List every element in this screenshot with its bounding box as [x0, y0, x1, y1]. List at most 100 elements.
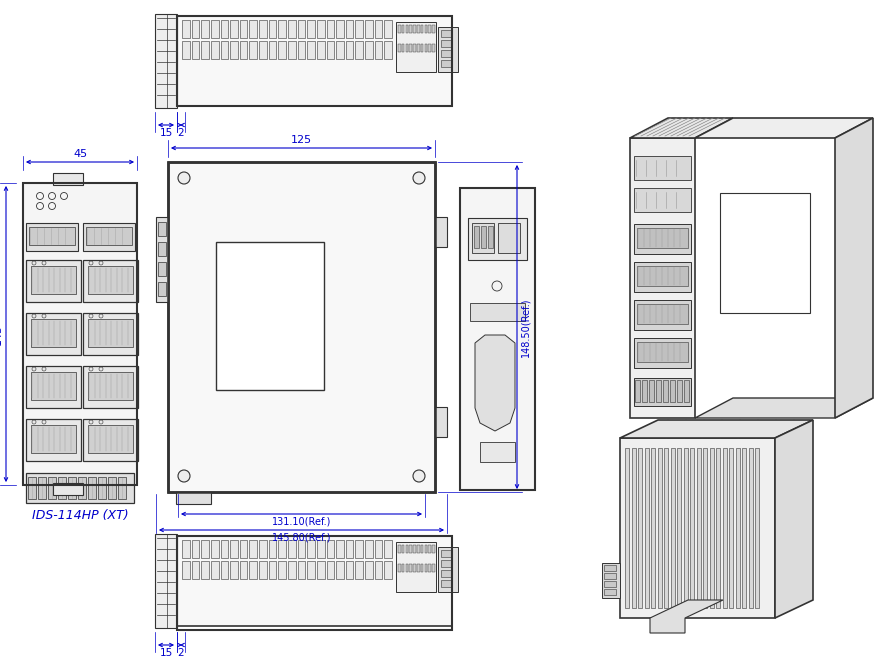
Bar	[308, 561, 315, 579]
Bar	[684, 380, 689, 402]
Bar	[604, 565, 616, 571]
Bar	[288, 561, 296, 579]
Bar	[684, 448, 687, 608]
Bar	[365, 540, 373, 558]
Bar	[29, 227, 75, 245]
Bar	[441, 580, 451, 587]
Bar	[645, 448, 648, 608]
Bar	[108, 477, 116, 499]
Bar	[177, 536, 452, 630]
Bar	[625, 448, 629, 608]
Bar	[441, 30, 451, 37]
Text: 148.50(Ref.): 148.50(Ref.)	[520, 297, 530, 357]
Bar	[635, 380, 640, 402]
Bar	[664, 448, 668, 608]
Polygon shape	[620, 420, 813, 438]
Bar	[316, 540, 325, 558]
Bar	[432, 545, 434, 553]
Bar	[336, 20, 344, 38]
Bar	[406, 564, 408, 572]
Bar	[637, 228, 688, 248]
Bar	[155, 14, 177, 108]
Bar	[498, 223, 520, 253]
Bar	[375, 540, 383, 558]
Bar	[438, 27, 458, 72]
Bar	[278, 20, 286, 38]
Bar	[384, 41, 392, 59]
Bar	[259, 561, 266, 579]
Bar	[216, 242, 324, 390]
Bar	[413, 25, 416, 33]
Bar	[221, 20, 228, 38]
Bar	[642, 380, 647, 402]
Bar	[634, 300, 691, 330]
Bar	[356, 561, 363, 579]
Polygon shape	[695, 398, 873, 418]
Bar	[748, 448, 753, 608]
Bar	[441, 60, 451, 67]
Bar	[31, 372, 76, 400]
Bar	[755, 448, 759, 608]
Bar	[651, 448, 655, 608]
Bar	[191, 41, 199, 59]
Bar	[435, 407, 447, 437]
Bar	[657, 448, 662, 608]
Bar	[278, 540, 286, 558]
Text: 131.10(Ref.): 131.10(Ref.)	[272, 517, 331, 527]
Bar	[421, 545, 423, 553]
Bar	[398, 44, 401, 52]
Bar	[336, 561, 344, 579]
Bar	[53, 483, 83, 495]
Bar	[31, 266, 76, 294]
Bar	[326, 561, 334, 579]
Bar	[432, 44, 434, 52]
Bar	[88, 319, 133, 347]
Bar	[425, 545, 427, 553]
Bar	[28, 477, 36, 499]
Bar	[177, 16, 452, 106]
Bar	[409, 545, 412, 553]
Bar	[441, 550, 451, 557]
Polygon shape	[695, 118, 873, 138]
Circle shape	[178, 470, 190, 482]
Bar	[31, 425, 76, 453]
Bar	[398, 545, 401, 553]
Bar	[742, 448, 746, 608]
Bar	[663, 380, 668, 402]
Bar	[211, 561, 218, 579]
Bar	[346, 540, 353, 558]
Bar	[86, 227, 132, 245]
Bar	[201, 41, 209, 59]
Bar	[396, 542, 436, 592]
Polygon shape	[650, 600, 723, 633]
Bar	[413, 545, 416, 553]
Bar	[435, 217, 447, 247]
Bar	[326, 20, 334, 38]
Bar	[26, 260, 81, 302]
Bar	[26, 473, 134, 503]
Bar	[432, 25, 434, 33]
Bar	[472, 223, 494, 253]
Bar	[230, 20, 238, 38]
Bar	[168, 162, 435, 492]
Bar	[677, 380, 682, 402]
Bar	[259, 540, 266, 558]
Bar	[201, 561, 209, 579]
Bar	[68, 477, 76, 499]
Bar	[288, 41, 296, 59]
Text: 125: 125	[291, 135, 312, 145]
Bar	[417, 25, 419, 33]
Bar	[177, 16, 452, 106]
Polygon shape	[630, 118, 733, 138]
Bar	[158, 282, 166, 296]
Bar	[298, 20, 305, 38]
Bar	[48, 477, 56, 499]
Bar	[428, 545, 431, 553]
Bar	[83, 223, 135, 251]
Polygon shape	[835, 118, 873, 418]
Bar	[425, 564, 427, 572]
Bar	[637, 342, 688, 362]
Bar	[425, 44, 427, 52]
Bar	[26, 313, 81, 355]
Bar	[308, 540, 315, 558]
